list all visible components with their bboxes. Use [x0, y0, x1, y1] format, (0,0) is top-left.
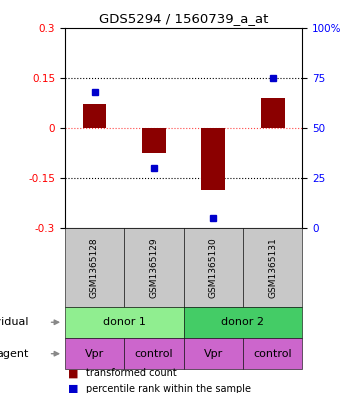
Text: GSM1365129: GSM1365129	[149, 237, 158, 298]
Bar	[142, 128, 166, 153]
Text: individual: individual	[0, 317, 29, 327]
Text: Vpr: Vpr	[204, 349, 223, 359]
Text: GSM1365131: GSM1365131	[268, 237, 277, 298]
Text: transformed count: transformed count	[86, 368, 177, 378]
Text: GSM1365128: GSM1365128	[90, 237, 99, 298]
Text: control: control	[253, 349, 292, 359]
Bar	[261, 97, 284, 128]
Bar	[202, 128, 225, 189]
Text: donor 2: donor 2	[221, 317, 265, 327]
Text: ■: ■	[68, 368, 79, 378]
Text: GSM1365130: GSM1365130	[209, 237, 218, 298]
Text: agent: agent	[0, 349, 29, 359]
Bar	[83, 104, 107, 128]
Text: percentile rank within the sample: percentile rank within the sample	[86, 384, 251, 393]
Title: GDS5294 / 1560739_a_at: GDS5294 / 1560739_a_at	[99, 12, 268, 25]
Text: Vpr: Vpr	[85, 349, 104, 359]
Text: ■: ■	[68, 384, 79, 393]
Text: donor 1: donor 1	[103, 317, 146, 327]
Text: control: control	[135, 349, 173, 359]
